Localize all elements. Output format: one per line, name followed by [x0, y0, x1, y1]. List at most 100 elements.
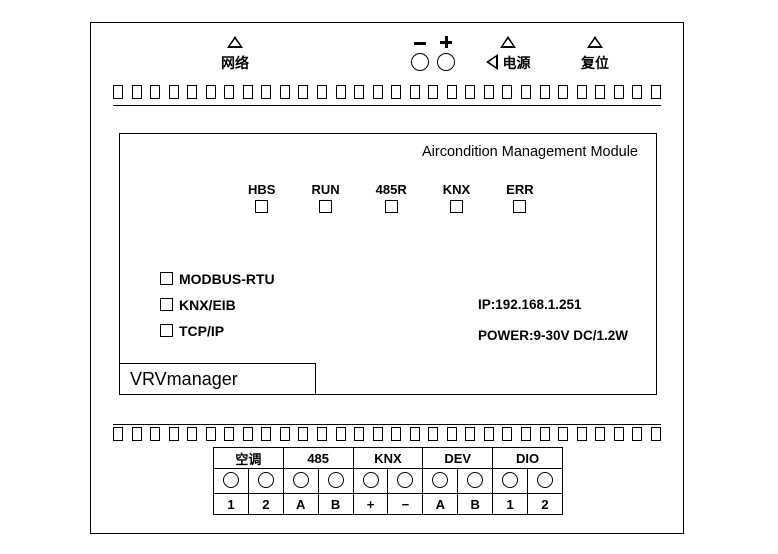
- terminal-group-label: KNX: [353, 448, 423, 469]
- pin: [428, 85, 438, 99]
- pin: [521, 427, 531, 441]
- pin: [632, 427, 642, 441]
- terminal-pin-label: −: [388, 494, 423, 515]
- terminal-pin-label: 2: [248, 494, 283, 515]
- triangle-up-icon: [500, 36, 516, 48]
- terminal-circle: [423, 469, 458, 494]
- power-group: 电源: [486, 35, 530, 73]
- pin: [317, 427, 327, 441]
- pin: [521, 85, 531, 99]
- polarity-group: [409, 35, 457, 71]
- module-outline: 网络 电源 复位: [90, 22, 684, 534]
- front-panel: Aircondition Management Module HBSRUN485…: [119, 133, 657, 395]
- plus-icon: [440, 36, 452, 48]
- pin: [132, 85, 142, 99]
- terminal-pin-label: 1: [214, 494, 249, 515]
- pin: [577, 427, 587, 441]
- option-list: MODBUS-RTUKNX/EIBTCP/IP: [160, 266, 275, 344]
- pin: [336, 427, 346, 441]
- pin: [540, 427, 550, 441]
- pin: [261, 427, 271, 441]
- terminal-circle: [214, 469, 249, 494]
- pin: [169, 85, 179, 99]
- terminal-circle: [458, 469, 493, 494]
- pin: [614, 85, 624, 99]
- pin: [113, 85, 123, 99]
- terminal-pin-label: +: [353, 494, 388, 515]
- lower-rail-line: [113, 424, 661, 425]
- pin: [447, 427, 457, 441]
- pin: [651, 85, 661, 99]
- upper-pin-row: [113, 85, 661, 99]
- option-item: TCP/IP: [160, 318, 275, 344]
- triangle-left-icon: [486, 54, 498, 70]
- terminal-pin-label: B: [318, 494, 353, 515]
- pin: [484, 427, 494, 441]
- led-485r: 485R: [376, 182, 407, 213]
- pin: [391, 85, 401, 99]
- pin: [280, 427, 290, 441]
- terminal-pin-label: 2: [528, 494, 563, 515]
- pin: [354, 85, 364, 99]
- terminal-circle: [388, 469, 423, 494]
- pin: [595, 427, 605, 441]
- pin: [428, 427, 438, 441]
- pin: [595, 85, 605, 99]
- pin: [243, 427, 253, 441]
- pin: [410, 427, 420, 441]
- power-label: 电源: [502, 55, 530, 71]
- terminal-circle: [283, 469, 318, 494]
- option-item: MODBUS-RTU: [160, 266, 275, 292]
- reset-label: 复位: [581, 55, 609, 71]
- pin: [651, 427, 661, 441]
- terminal-block: 空调485KNXDEVDIO 12AB+−AB12: [213, 447, 563, 515]
- terminal-circle: [318, 469, 353, 494]
- pin: [373, 85, 383, 99]
- pin: [558, 85, 568, 99]
- terminal-circle: [248, 469, 283, 494]
- pin: [187, 85, 197, 99]
- network-label: 网络: [221, 55, 249, 71]
- pin: [391, 427, 401, 441]
- led-run: RUN: [311, 182, 339, 213]
- pin: [614, 427, 624, 441]
- pin: [298, 85, 308, 99]
- lower-pin-row: [113, 427, 661, 441]
- pin: [113, 427, 123, 441]
- terminal-circle: [353, 469, 388, 494]
- circle-icon: [437, 53, 455, 71]
- pin: [447, 85, 457, 99]
- pin: [465, 427, 475, 441]
- terminal-circle: [493, 469, 528, 494]
- pin: [317, 85, 327, 99]
- led-knx: KNX: [443, 182, 470, 213]
- pin: [243, 85, 253, 99]
- pin: [187, 427, 197, 441]
- terminal-group-label: DIO: [493, 448, 563, 469]
- pin: [336, 85, 346, 99]
- pin: [298, 427, 308, 441]
- terminal-table: 空调485KNXDEVDIO 12AB+−AB12: [213, 447, 563, 515]
- pin: [206, 85, 216, 99]
- pin: [558, 427, 568, 441]
- minus-icon: [414, 42, 426, 45]
- terminal-circle: [528, 469, 563, 494]
- pin: [502, 85, 512, 99]
- pin: [224, 427, 234, 441]
- right-info: IP:192.168.1.251 POWER:9-30V DC/1.2W: [478, 289, 628, 351]
- pin: [169, 427, 179, 441]
- terminal-pin-label: 1: [493, 494, 528, 515]
- pin: [280, 85, 290, 99]
- pin: [354, 427, 364, 441]
- led-err: ERR: [506, 182, 533, 213]
- pin: [577, 85, 587, 99]
- panel-title: Aircondition Management Module: [422, 144, 638, 160]
- pin: [502, 427, 512, 441]
- terminal-pin-label: A: [283, 494, 318, 515]
- terminal-pin-label: B: [458, 494, 493, 515]
- reset-group: 复位: [581, 35, 609, 73]
- pin: [540, 85, 550, 99]
- pin: [150, 427, 160, 441]
- pin: [132, 427, 142, 441]
- power-spec-label: POWER:9-30V DC/1.2W: [478, 320, 628, 351]
